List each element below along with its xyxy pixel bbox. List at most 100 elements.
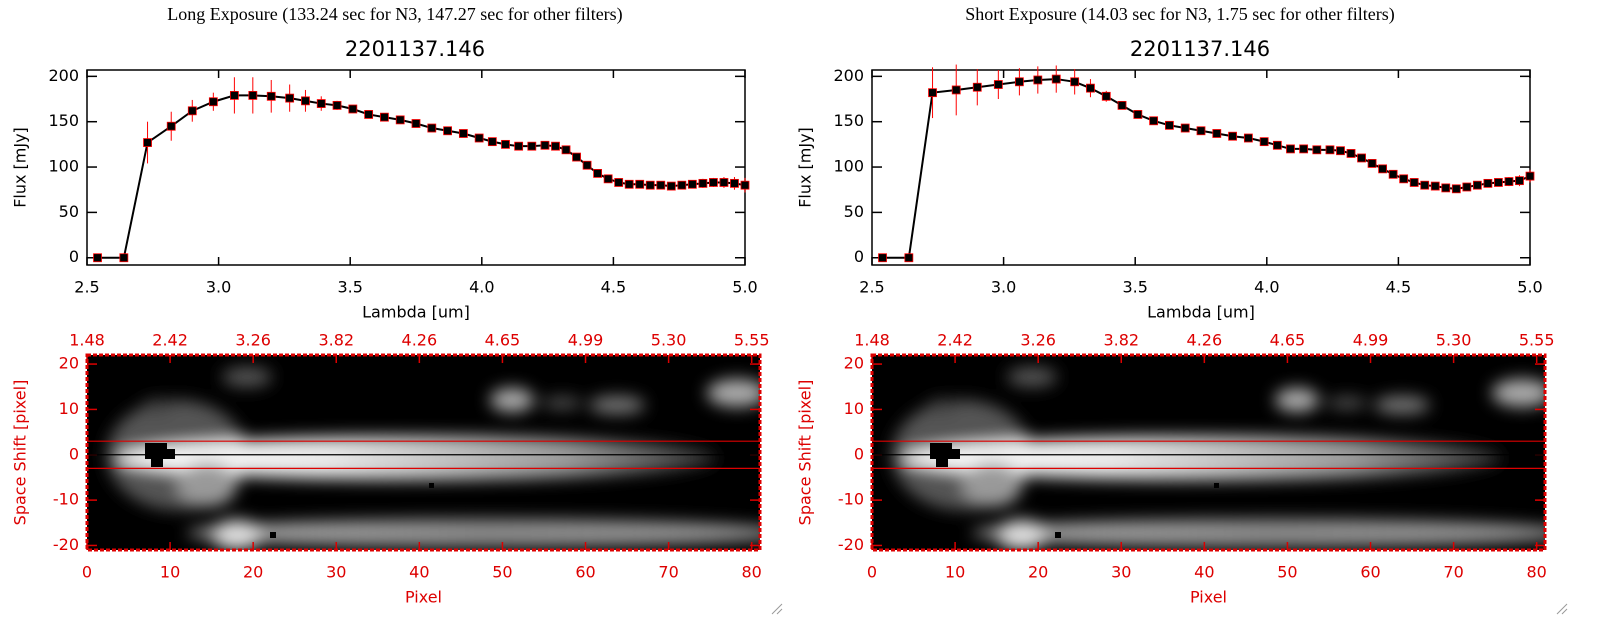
data-point (1272, 140, 1282, 150)
data-point (1212, 129, 1222, 138)
data-point (1051, 74, 1061, 84)
y-tick-label: 100 (48, 157, 79, 176)
x-tick-label: 4.0 (469, 278, 494, 297)
data-point (951, 85, 961, 95)
x-tick-label: 60 (575, 563, 595, 582)
x2-tick-label: 3.26 (235, 331, 271, 350)
data-point (1483, 178, 1493, 188)
x-tick-label: 40 (1194, 563, 1214, 582)
x2-tick-label: 5.55 (1519, 331, 1555, 350)
data-point (614, 178, 624, 187)
data-point (1086, 83, 1095, 93)
x2-tick-label: 4.65 (1270, 331, 1306, 350)
data-point (248, 90, 258, 100)
data-point (501, 139, 510, 149)
x-tick-label: 3.5 (1122, 278, 1147, 297)
y-axis-label: Space Shift [pixel] (796, 380, 815, 526)
data-point (687, 179, 697, 189)
data-point (709, 178, 718, 187)
x2-tick-label: 4.26 (402, 331, 438, 350)
y-tick-label: 150 (833, 111, 864, 130)
x-tick-label: 4.5 (1386, 278, 1411, 297)
data-point (1462, 182, 1472, 192)
x-axis-label: Lambda [um] (362, 303, 470, 322)
data-point (582, 160, 592, 170)
data-point (143, 138, 152, 147)
x-tick-label: 2.5 (859, 278, 884, 297)
y-tick-label: 200 (833, 66, 864, 85)
y-tick-label: 0 (854, 247, 864, 266)
y-tick-label: -20 (53, 535, 79, 554)
x-tick-label: 4.5 (601, 278, 626, 297)
data-point (1133, 110, 1143, 119)
data-point (1312, 145, 1322, 155)
x-axis-label: Pixel (1190, 588, 1227, 607)
data-point (572, 152, 581, 162)
data-point (551, 141, 560, 151)
x2-tick-label: 1.48 (854, 331, 890, 350)
plot-frame (86, 69, 746, 266)
data-point (698, 178, 708, 188)
data-point (380, 112, 389, 122)
data-point (624, 179, 634, 189)
data-point (730, 178, 739, 188)
data-point (1180, 123, 1190, 133)
data-point (1504, 177, 1514, 186)
data-point (514, 141, 524, 151)
data-point (677, 180, 687, 190)
y-tick-label: -20 (838, 535, 864, 554)
data-point (1325, 145, 1335, 155)
x-tick-label: 5.0 (1517, 278, 1542, 297)
data-point (411, 119, 421, 128)
y-tick-label: 0 (69, 444, 79, 463)
data-point (395, 115, 405, 125)
data-point (364, 110, 374, 119)
data-point (285, 93, 295, 103)
data-point (1259, 137, 1269, 147)
x2-tick-label: 4.99 (1353, 331, 1389, 350)
data-point (540, 140, 550, 150)
x2-tick-label: 2.42 (152, 331, 188, 350)
chart-subtitle: 2201137.146 (1130, 37, 1270, 61)
data-point (348, 104, 358, 114)
x-tick-label: 0 (867, 563, 877, 582)
y-tick-label: 200 (48, 66, 79, 85)
x2-tick-label: 3.82 (1103, 331, 1139, 350)
x-tick-label: 20 (243, 563, 263, 582)
data-point (1357, 153, 1366, 163)
data-point (187, 106, 197, 116)
series-line (97, 94, 746, 259)
series-line (882, 78, 1531, 259)
data-point (645, 180, 655, 190)
data-point (1196, 126, 1206, 136)
x2-tick-label: 5.55 (734, 331, 770, 350)
x-tick-label: 20 (1028, 563, 1048, 582)
y-tick-label: 100 (833, 157, 864, 176)
data-point (1286, 144, 1295, 154)
y-tick-label: 0 (69, 247, 79, 266)
y-axis-label: Flux [mJy] (796, 127, 815, 208)
x-tick-label: 10 (945, 563, 965, 582)
x-tick-label: 3.5 (337, 278, 362, 297)
x2-tick-label: 4.99 (568, 331, 604, 350)
data-point (719, 178, 729, 187)
spectral-image (87, 355, 787, 550)
data-point (316, 99, 326, 108)
data-point (1165, 120, 1174, 130)
data-point (1346, 149, 1356, 158)
data-point (487, 137, 497, 147)
x2-tick-label: 3.26 (1020, 331, 1056, 350)
data-point (1441, 183, 1451, 193)
chart-title: Short Exposure (14.03 sec for N3, 1.75 s… (965, 4, 1394, 25)
data-point (878, 253, 887, 263)
data-point (1033, 75, 1043, 85)
data-point (1101, 91, 1111, 101)
x2-tick-label: 5.30 (1436, 331, 1472, 350)
x-tick-label: 2.5 (74, 278, 99, 297)
data-point (119, 253, 129, 263)
data-point (635, 179, 645, 189)
data-point (904, 253, 914, 263)
data-point (1409, 178, 1419, 187)
data-point (1014, 77, 1024, 87)
